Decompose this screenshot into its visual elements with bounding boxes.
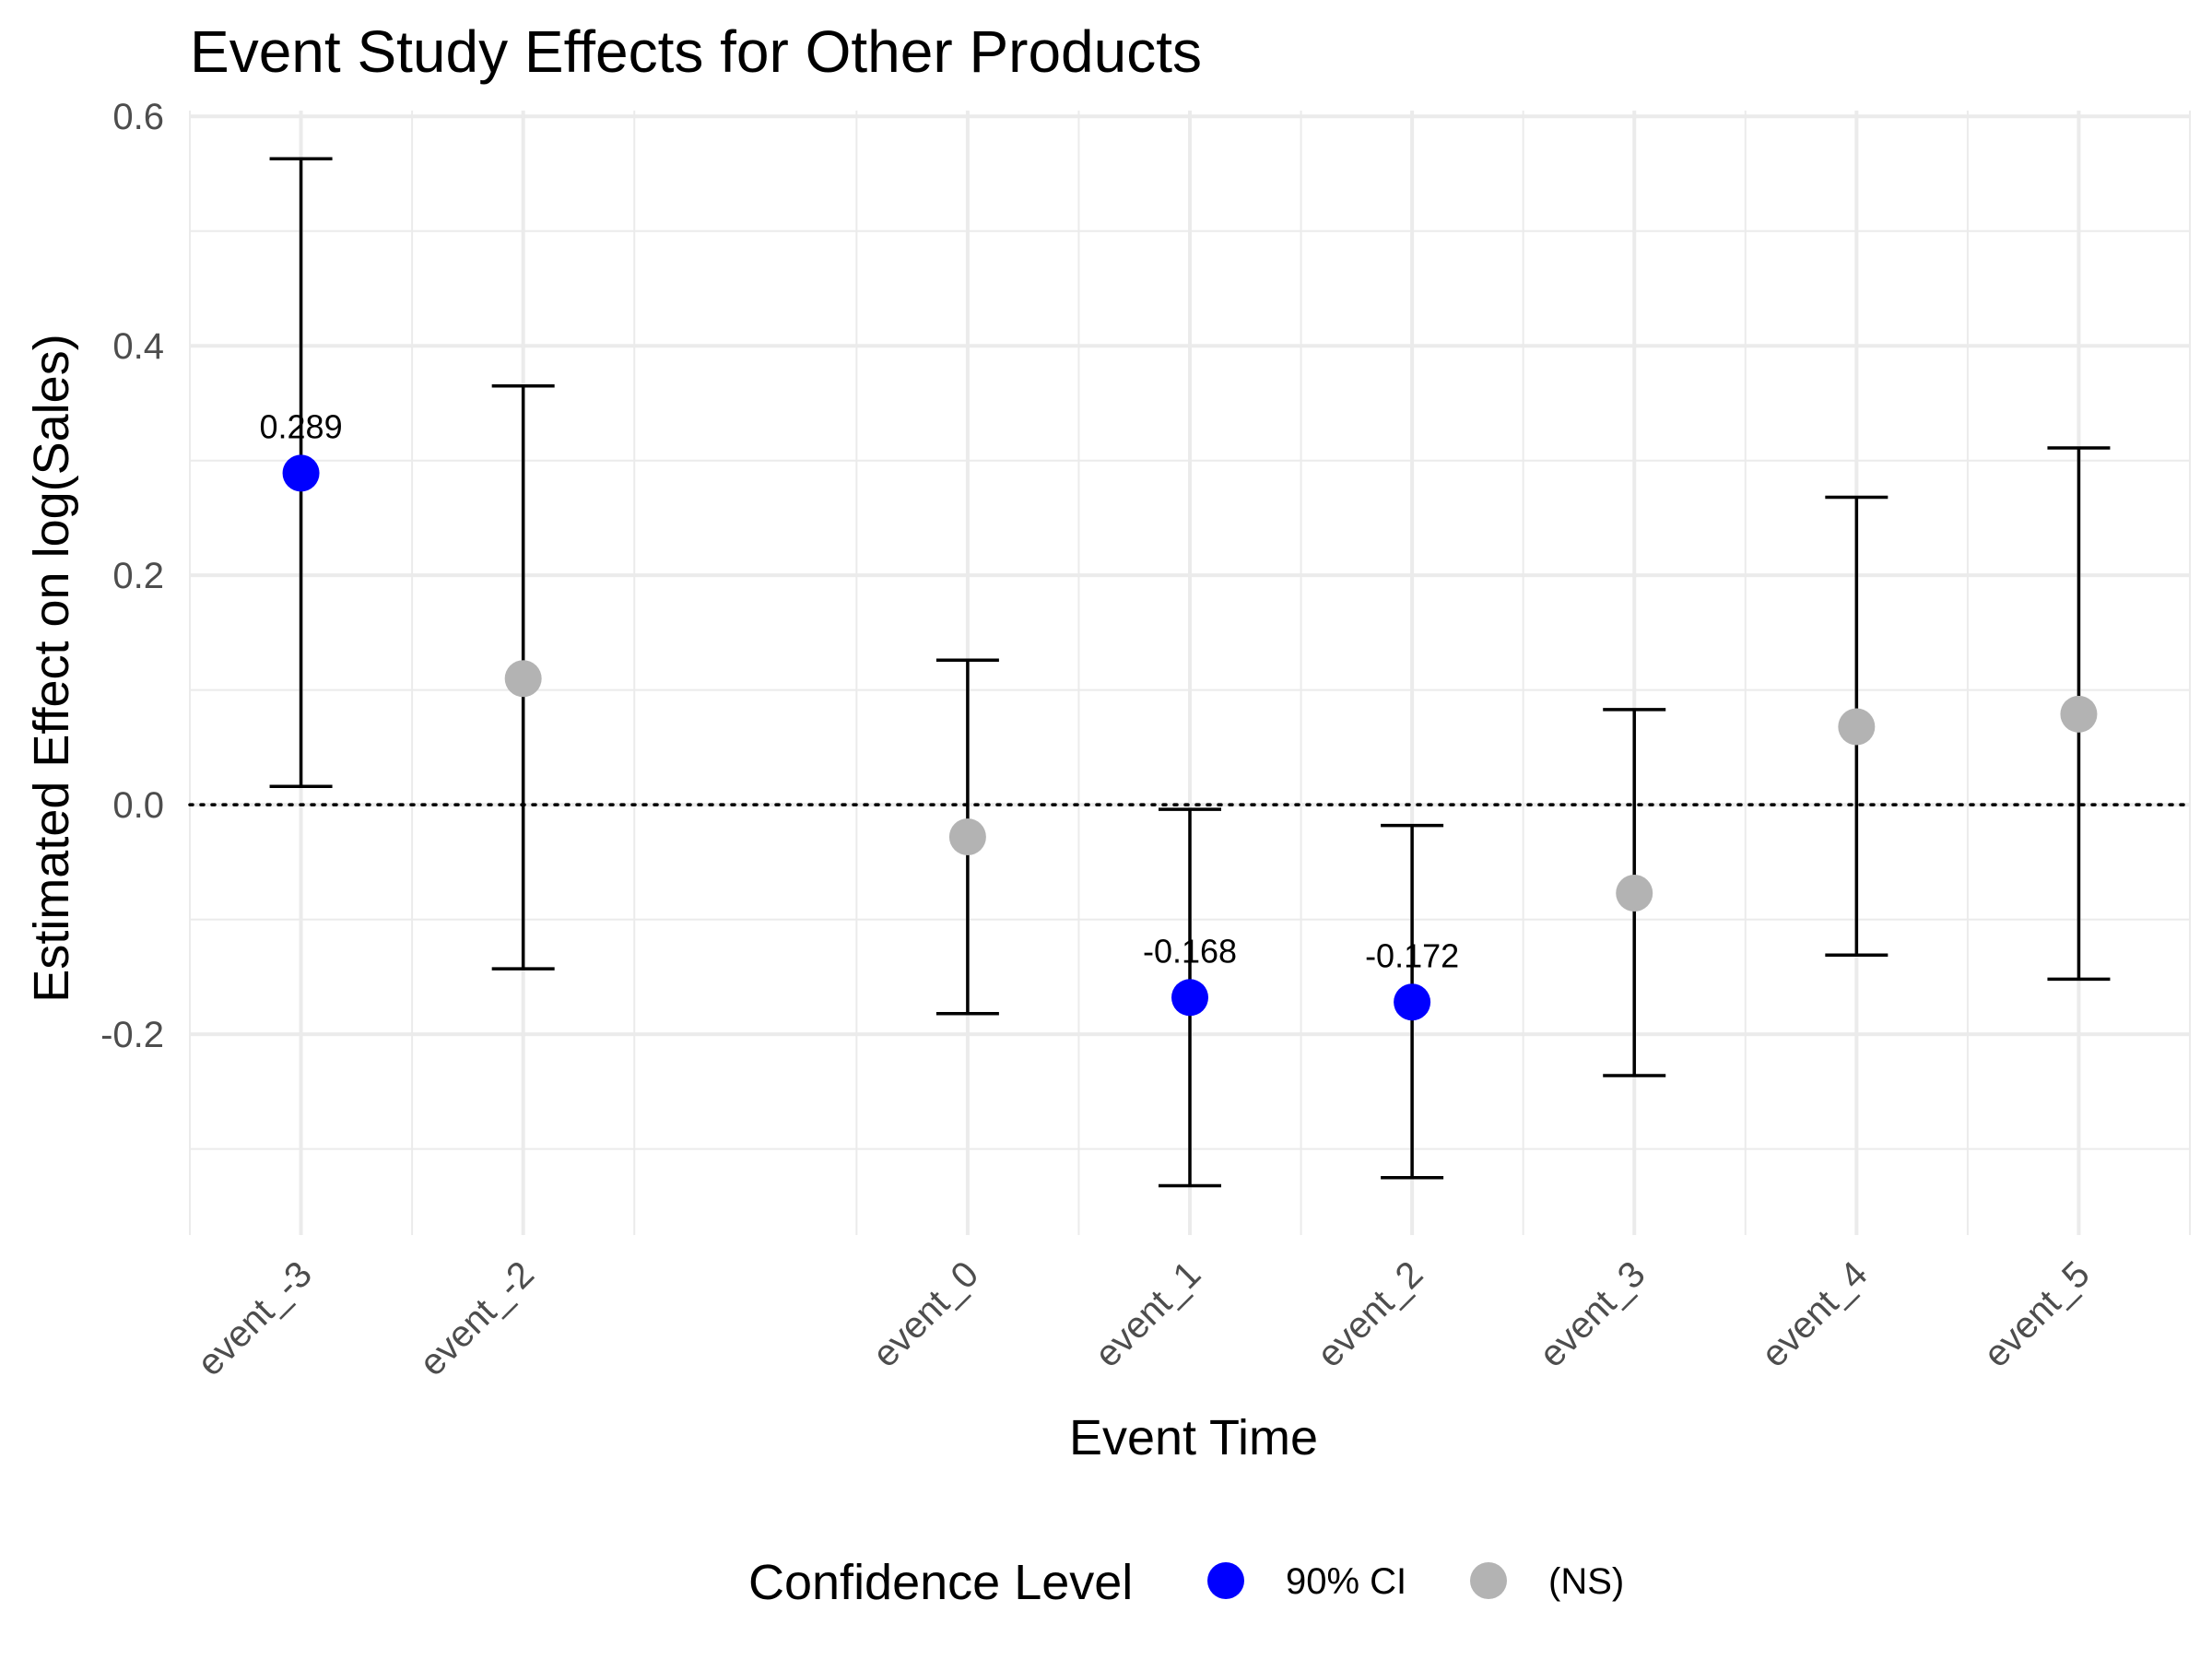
point-not-significant (1616, 875, 1653, 912)
legend-label-90ci: 90% CI (1286, 1561, 1406, 1602)
x-axis-title: Event Time (1069, 1410, 1318, 1465)
data-label: -0.168 (1143, 932, 1237, 970)
legend-swatch-ns (1470, 1562, 1507, 1599)
data-labels: 0.289 -0.168 -0.172 (260, 407, 1460, 974)
point-not-significant (949, 818, 986, 855)
y-tick-label: 0.2 (112, 556, 164, 596)
data-label: 0.289 (260, 407, 343, 445)
x-tick-label: event_0 (865, 1253, 986, 1375)
point-significant (1394, 983, 1430, 1020)
x-tick-label: event_4 (1754, 1253, 1876, 1375)
y-axis-title: Estimated Effect on log(Sales) (24, 334, 79, 1002)
y-tick-label: 0.0 (112, 785, 164, 826)
point-not-significant (505, 660, 542, 697)
x-tick-label: event_-3 (190, 1253, 320, 1383)
point-not-significant (1838, 709, 1875, 746)
legend-swatch-90ci (1207, 1562, 1244, 1599)
x-tick-label: event_1 (1088, 1253, 1209, 1375)
legend: Confidence Level 90% CI (NS) (748, 1555, 1624, 1610)
legend-title: Confidence Level (748, 1555, 1133, 1610)
y-tick-label: -0.2 (100, 1015, 164, 1055)
x-tick-label: event_3 (1532, 1253, 1653, 1375)
chart-title: Event Study Effects for Other Products (190, 18, 1202, 85)
x-tick-label: event_-2 (412, 1253, 542, 1383)
point-significant (283, 454, 320, 491)
point-not-significant (2060, 696, 2097, 733)
x-tick-label: event_5 (1976, 1253, 2098, 1375)
x-tick-label: event_2 (1310, 1253, 1431, 1375)
y-axis-tick-labels: -0.2 0.0 0.2 0.4 0.6 (100, 97, 164, 1055)
legend-label-ns: (NS) (1548, 1561, 1624, 1602)
y-tick-label: 0.6 (112, 97, 164, 137)
point-significant (1171, 979, 1208, 1016)
data-label: -0.172 (1365, 936, 1459, 974)
x-axis-tick-labels: event_-3 event_-2 event_0 event_1 event_2 eve… (190, 1253, 2098, 1383)
y-tick-label: 0.4 (112, 326, 164, 367)
